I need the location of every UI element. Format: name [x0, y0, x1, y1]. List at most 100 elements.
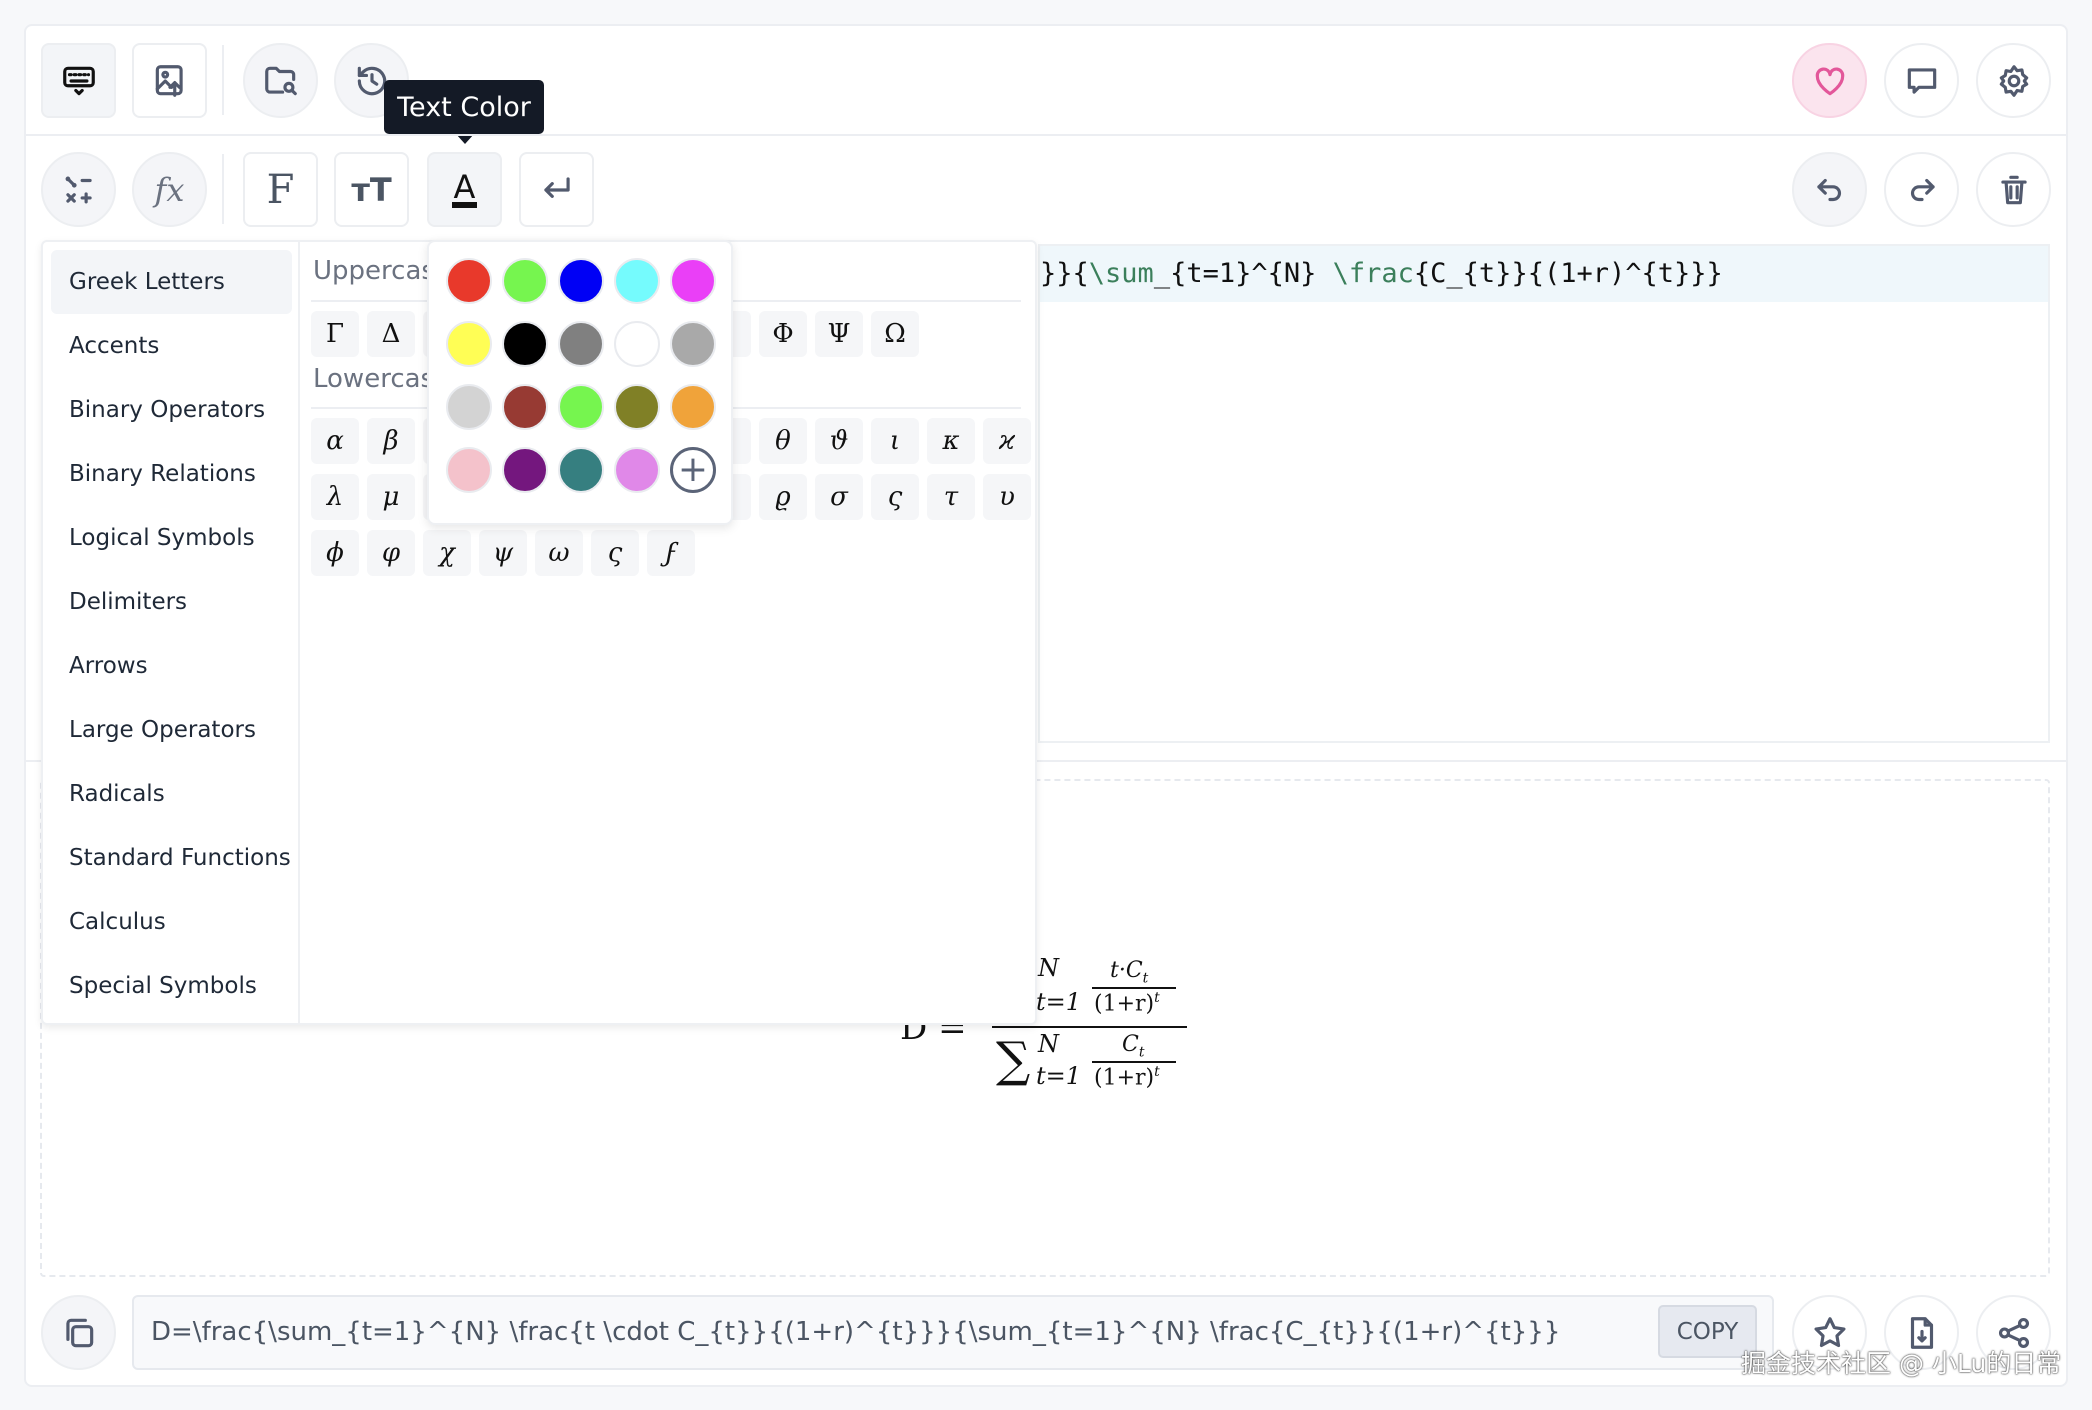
color-swatch[interactable]: [558, 447, 604, 493]
font-button[interactable]: F: [243, 152, 318, 227]
category-item[interactable]: Binary Operators: [69, 397, 266, 423]
symbol-button[interactable]: ϝ: [647, 530, 695, 576]
symbol-button[interactable]: ψ: [479, 530, 527, 576]
color-swatch[interactable]: [558, 321, 604, 367]
color-swatch[interactable]: [502, 258, 548, 304]
symbol-button[interactable]: ω: [535, 530, 583, 576]
code-keyword: \sum: [1088, 258, 1154, 289]
category-item[interactable]: Large Operators: [69, 717, 256, 743]
duplicate-button[interactable]: [41, 1295, 116, 1370]
text-color-icon: A: [451, 167, 478, 208]
category-item[interactable]: Calculus: [69, 909, 166, 935]
category-item[interactable]: Accents: [69, 333, 160, 359]
category-item[interactable]: Standard Functions: [69, 845, 291, 871]
symbol-button[interactable]: κ: [927, 418, 975, 464]
line-break-button[interactable]: [519, 152, 594, 227]
line-break-icon: [543, 176, 570, 198]
text-size-button[interactable]: ᴛT: [334, 152, 409, 227]
category-item[interactable]: Logical Symbols: [69, 525, 255, 551]
star-button[interactable]: [1792, 1295, 1867, 1370]
symbol-button[interactable]: Φ: [759, 311, 807, 357]
symbol-button[interactable]: Δ: [367, 311, 415, 357]
history-icon: [357, 66, 386, 95]
text-color-button[interactable]: A: [427, 152, 502, 227]
redo-button[interactable]: [1884, 152, 1959, 227]
symbol-button[interactable]: ϰ: [983, 418, 1031, 464]
export-button[interactable]: [1884, 1295, 1959, 1370]
symbol-button[interactable]: χ: [423, 530, 471, 576]
symbol-button[interactable]: ϱ: [759, 474, 807, 520]
symbol-button[interactable]: ϑ: [815, 418, 863, 464]
feedback-button[interactable]: [1884, 43, 1959, 118]
category-item[interactable]: Delimiters: [69, 589, 188, 615]
open-file-button[interactable]: [243, 43, 318, 118]
color-swatch[interactable]: [446, 321, 492, 367]
category-item[interactable]: Arrows: [69, 653, 148, 679]
text-size-icon: ᴛT: [351, 170, 392, 209]
latex-editor[interactable]: }}{\sum_{t=1}^{N} \frac{C_{t}}{(1+r)^{t}…: [1038, 244, 2050, 743]
color-swatch[interactable]: [502, 384, 548, 430]
operators-button[interactable]: [41, 152, 116, 227]
color-swatch[interactable]: [670, 258, 716, 304]
symbol-button[interactable]: ι: [871, 418, 919, 464]
color-swatch[interactable]: [446, 384, 492, 430]
clear-button[interactable]: [1976, 152, 2051, 227]
color-swatch[interactable]: [558, 258, 604, 304]
symbol-button[interactable]: σ: [815, 474, 863, 520]
operators-icon: [65, 176, 92, 203]
font-icon: F: [266, 166, 295, 213]
num-frac-bottom: (1+r): [1094, 991, 1155, 1017]
category-item[interactable]: Radicals: [69, 781, 165, 807]
color-swatch[interactable]: [614, 258, 660, 304]
color-swatch[interactable]: [502, 321, 548, 367]
color-swatch[interactable]: [614, 447, 660, 493]
image-upload-button[interactable]: [132, 43, 207, 118]
favorite-button[interactable]: [1792, 43, 1867, 118]
color-swatch[interactable]: [446, 447, 492, 493]
color-swatch[interactable]: [502, 447, 548, 493]
settings-button[interactable]: [1976, 43, 2051, 118]
symbol-button[interactable]: θ: [759, 418, 807, 464]
symbol-button[interactable]: μ: [367, 474, 415, 520]
color-swatch[interactable]: [614, 384, 660, 430]
superscript: t: [1154, 990, 1160, 1006]
color-swatch[interactable]: [614, 321, 660, 367]
category-item[interactable]: Greek Letters: [51, 250, 292, 314]
function-button[interactable]: fx: [132, 152, 207, 227]
undo-button[interactable]: [1792, 152, 1867, 227]
symbol-button[interactable]: λ: [311, 474, 359, 520]
symbol-button[interactable]: Ψ: [815, 311, 863, 357]
category-item[interactable]: Binary Relations: [69, 461, 256, 487]
symbol-button[interactable]: β: [367, 418, 415, 464]
fraction-bar: [1092, 1061, 1176, 1063]
undo-icon: [1816, 178, 1841, 201]
symbol-button[interactable]: υ: [983, 474, 1031, 520]
plus-circle-icon[interactable]: +: [670, 447, 716, 493]
symbol-button[interactable]: φ: [367, 530, 415, 576]
symbol-button[interactable]: Ω: [871, 311, 919, 357]
trash-icon: [2000, 175, 2027, 204]
symbol-button[interactable]: ϕ: [311, 530, 359, 576]
latex-output-field[interactable]: D=\frac{\sum_{t=1}^{N} \frac{t \cdot C_{…: [132, 1295, 1774, 1370]
symbol-button[interactable]: Γ: [311, 311, 359, 357]
color-swatch[interactable]: [670, 321, 716, 367]
symbol-button[interactable]: τ: [927, 474, 975, 520]
share-button[interactable]: [1976, 1295, 2051, 1370]
color-swatch[interactable]: [558, 384, 604, 430]
keyboard-button[interactable]: [41, 43, 116, 118]
gear-icon: [1999, 64, 2028, 97]
color-swatch[interactable]: [670, 384, 716, 430]
symbol-button[interactable]: ς: [871, 474, 919, 520]
symbol-button[interactable]: ς: [591, 530, 639, 576]
sum-symbol: ∑: [996, 1032, 1031, 1088]
symbol-button[interactable]: α: [311, 418, 359, 464]
tooltip: Text Color: [384, 80, 544, 144]
den-sum-lower: t=1: [1036, 1062, 1082, 1090]
category-item[interactable]: Special Symbols: [69, 973, 257, 999]
star-icon: [1813, 1316, 1846, 1347]
copy-button[interactable]: COPY: [1658, 1305, 1757, 1358]
subscript: t: [1142, 970, 1149, 987]
color-swatch[interactable]: [446, 258, 492, 304]
code-token: }}{: [1040, 258, 1089, 289]
file-export-icon: [1910, 1316, 1933, 1349]
